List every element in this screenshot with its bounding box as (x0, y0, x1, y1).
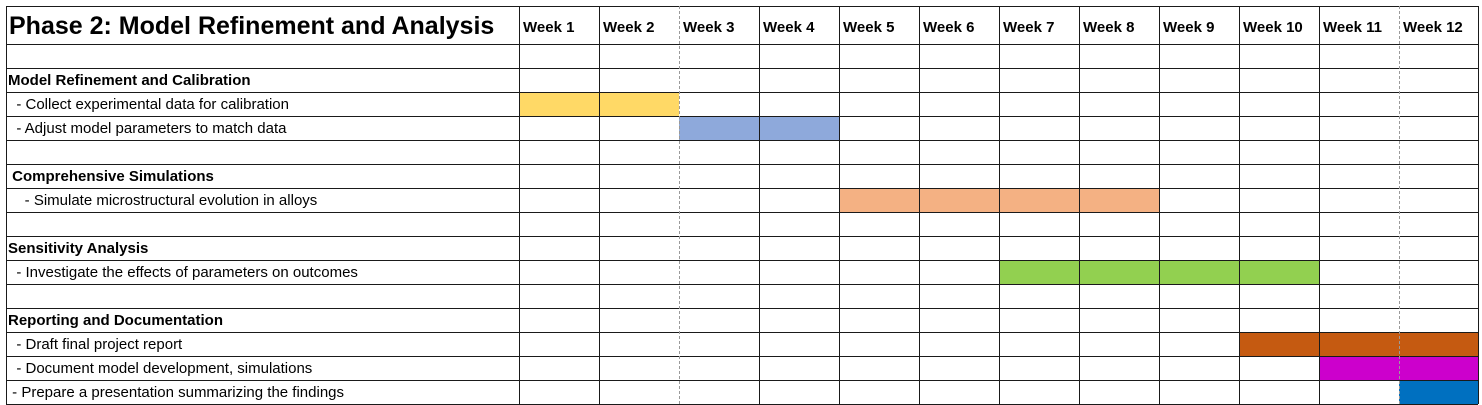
week-header: Week 7 (1003, 19, 1055, 36)
task-label: - Investigate the effects of parameters … (8, 264, 358, 281)
task-bar (1399, 380, 1479, 404)
grid-line-vertical (919, 6, 920, 404)
week-header: Week 2 (603, 19, 655, 36)
grid-line-vertical (1478, 6, 1479, 404)
grid-line-vertical (1399, 6, 1400, 404)
grid-line-vertical (839, 6, 840, 404)
grid-line-vertical (519, 6, 520, 404)
task-label: - Adjust model parameters to match data (8, 120, 287, 137)
section-label: Sensitivity Analysis (8, 240, 149, 257)
section-label: Comprehensive Simulations (8, 168, 214, 185)
grid-line-horizontal (6, 260, 1478, 261)
week-header: Week 5 (843, 19, 895, 36)
week-header: Week 11 (1323, 19, 1382, 36)
task-label: - Document model development, simulation… (8, 360, 313, 377)
week-header: Week 8 (1083, 19, 1135, 36)
task-label: - Collect experimental data for calibrat… (8, 96, 289, 113)
grid-line-vertical (1319, 6, 1320, 404)
section-label: Model Refinement and Calibration (8, 72, 251, 89)
week-header: Week 4 (763, 19, 815, 36)
task-bar (1239, 332, 1479, 356)
week-header: Week 1 (523, 19, 575, 36)
grid-line-horizontal (6, 356, 1478, 357)
grid-line-horizontal (6, 164, 1478, 165)
grid-line-horizontal (6, 92, 1478, 93)
grid-line-horizontal (6, 308, 1478, 309)
grid-line-vertical (679, 6, 680, 404)
section-label: Reporting and Documentation (8, 312, 223, 329)
grid-line-horizontal (6, 236, 1478, 237)
week-header: Week 9 (1163, 19, 1215, 36)
week-header: Week 6 (923, 19, 975, 36)
grid-line-horizontal (6, 68, 1478, 69)
week-header: Week 3 (683, 19, 735, 36)
grid-line-vertical (999, 6, 1000, 404)
grid-line-horizontal (6, 284, 1478, 285)
grid-line-vertical (759, 6, 760, 404)
grid-line-vertical (1239, 6, 1240, 404)
grid-line-vertical (1079, 6, 1080, 404)
grid-line-horizontal (6, 332, 1478, 333)
grid-line-horizontal (6, 44, 1478, 45)
grid-line-horizontal (6, 212, 1478, 213)
week-header: Week 10 (1243, 19, 1303, 36)
grid-line-horizontal (6, 116, 1478, 117)
grid-line-horizontal (6, 140, 1478, 141)
grid-line-horizontal (6, 380, 1478, 381)
grid-line-vertical (599, 6, 600, 404)
grid-line-vertical (6, 6, 7, 404)
grid-line-horizontal (6, 6, 1478, 7)
task-label: - Simulate microstructural evolution in … (8, 192, 318, 209)
grid-line-vertical (1159, 6, 1160, 404)
grid-line-horizontal (6, 188, 1478, 189)
task-label: - Draft final project report (8, 336, 183, 353)
task-label: - Prepare a presentation summarizing the… (8, 384, 345, 401)
week-header: Week 12 (1403, 19, 1463, 36)
chart-title: Phase 2: Model Refinement and Analysis (9, 12, 495, 40)
